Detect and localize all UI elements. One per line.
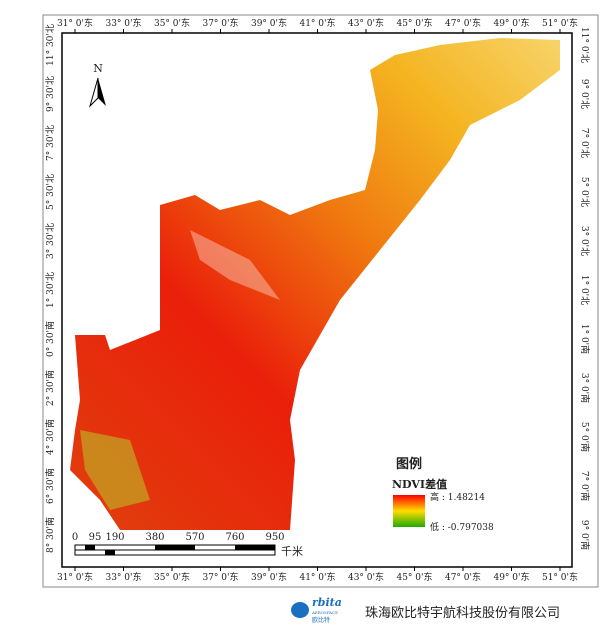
ndvi-region: [70, 38, 560, 530]
right-label: 1° 0'北: [579, 275, 590, 305]
top-label: 43° 0'东: [348, 17, 384, 29]
bottom-label: 41° 0'东: [299, 571, 335, 583]
scale-label: 760: [225, 532, 244, 543]
top-label: 41° 0'东: [299, 17, 335, 29]
right-label: 11° 0'北: [579, 27, 590, 63]
bottom-label: 35° 0'东: [154, 571, 190, 583]
scale-bar: [74, 544, 276, 556]
right-label: 3° 0'北: [579, 226, 590, 256]
bottom-label: 39° 0'东: [251, 571, 287, 583]
bottom-label: 49° 0'东: [493, 571, 529, 583]
top-label: 33° 0'东: [105, 17, 141, 29]
legend-layer: NDVI差值: [392, 477, 447, 491]
right-label: 7° 0'北: [579, 128, 590, 158]
bottom-label: 47° 0'东: [445, 571, 481, 583]
logo-cn: 欧比特: [312, 616, 330, 624]
bottom-label: 43° 0'东: [348, 571, 384, 583]
legend-ramp: [393, 495, 425, 527]
footer: rbita AEROSPACE 欧比特 珠海欧比特宇航科技股份有限公司: [291, 596, 560, 624]
right-label: 7° 0'南: [579, 471, 591, 501]
top-label: 37° 0'东: [202, 17, 238, 29]
top-label: 35° 0'东: [154, 17, 190, 29]
legend-title: 图例: [396, 456, 422, 472]
legend: 图例 NDVI差值 高 : 1.48214 低 : -0.797038: [392, 456, 494, 533]
bottom-label: 51° 0'东: [542, 571, 578, 583]
left-label: 9° 30'北: [45, 76, 56, 112]
scale-label: 380: [145, 532, 164, 543]
bottom-label: 37° 0'东: [202, 571, 238, 583]
north-arrow: N: [88, 62, 106, 108]
bottom-label: 45° 0'东: [396, 571, 432, 583]
left-label: 8° 30'南: [44, 517, 56, 553]
left-label: 5° 30'北: [45, 174, 56, 210]
scale-label: 950: [265, 532, 284, 543]
right-label: 9° 0'北: [579, 79, 590, 109]
company-name: 珠海欧比特宇航科技股份有限公司: [365, 605, 560, 621]
logo-text: rbita: [312, 596, 342, 609]
right-label: 5° 0'南: [579, 422, 591, 452]
scale-label: 190: [105, 532, 124, 543]
left-label: 1° 30'北: [45, 272, 56, 308]
top-label: 45° 0'东: [396, 17, 432, 29]
right-label: 9° 0'南: [579, 520, 591, 550]
green-patch: [80, 430, 150, 510]
legend-low: 低 : -0.797038: [430, 521, 494, 533]
right-label: 3° 0'南: [579, 373, 591, 403]
legend-high: 高 : 1.48214: [430, 491, 485, 503]
logo-sub: AEROSPACE: [311, 610, 338, 615]
top-label: 39° 0'东: [251, 17, 287, 29]
north-label: N: [93, 62, 103, 75]
top-label: 47° 0'东: [445, 17, 481, 29]
top-label: 49° 0'东: [493, 17, 529, 29]
scale-unit: 千米: [281, 545, 303, 558]
scale-label: 95: [89, 532, 102, 543]
left-label: 0° 30'南: [44, 321, 56, 357]
scale-label: 0: [72, 532, 78, 543]
logo-mark: [291, 602, 309, 618]
bottom-label: 33° 0'东: [105, 571, 141, 583]
left-label: 2° 30'南: [44, 370, 56, 406]
bottom-label: 31° 0'东: [57, 571, 93, 583]
left-label: 6° 30'南: [44, 468, 56, 504]
scale-label: 570: [185, 532, 204, 543]
top-label: 51° 0'东: [542, 17, 578, 29]
left-label: 3° 30'北: [45, 223, 56, 259]
right-label: 1° 0'南: [579, 324, 591, 354]
left-label: 11° 30'北: [45, 24, 56, 66]
top-label: 31° 0'东: [57, 17, 93, 29]
white-patch: [190, 230, 280, 300]
left-label: 4° 30'南: [44, 419, 56, 455]
left-label: 7° 30'北: [45, 125, 56, 161]
right-label: 5° 0'北: [579, 177, 590, 207]
